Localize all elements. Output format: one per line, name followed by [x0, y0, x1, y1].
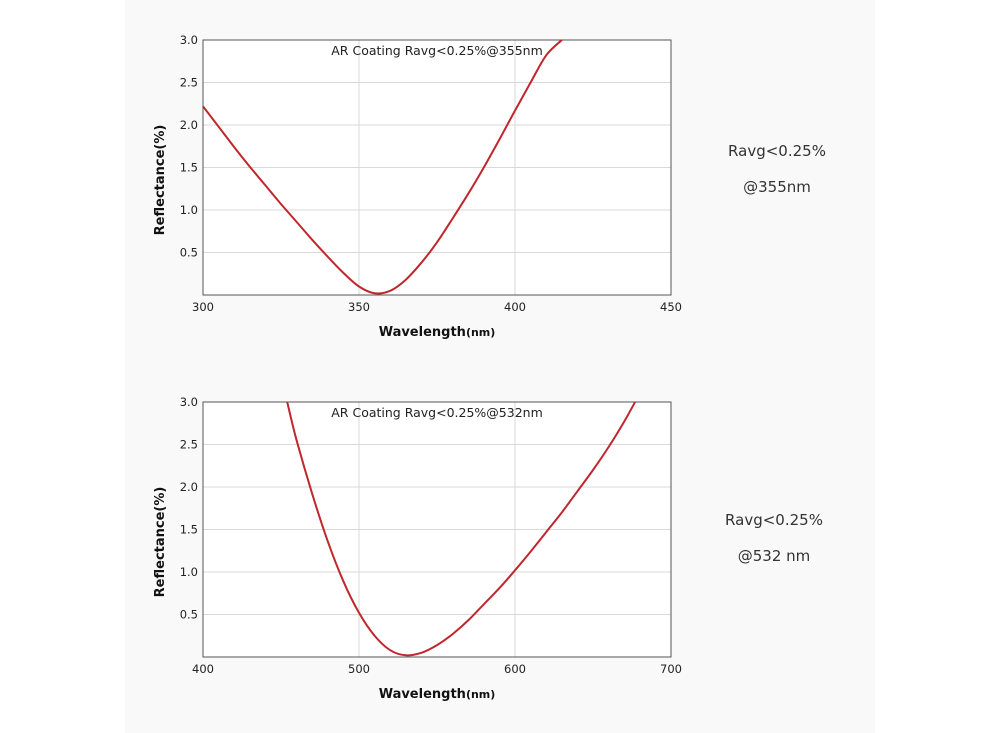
- x-tick-labels: 400 500 600 700: [192, 662, 682, 676]
- reflectance-chart-355nm: 0.5 1.0 1.5 2.0 2.5 3.0 300 350 400 450 AR Coati…: [153, 33, 682, 340]
- chart-annotation: AR Coating Ravg<0.25%@532nm: [331, 405, 543, 420]
- y-tick-label: 0.5: [180, 608, 198, 622]
- plot-frame: [202, 39, 672, 296]
- y-tick-label: 3.0: [180, 33, 198, 47]
- y-tick-label: 1.5: [180, 161, 198, 175]
- reflectance-chart-532nm: 0.5 1.0 1.5 2.0 2.5 3.0 400 500 600 700 AR Coati…: [153, 395, 682, 702]
- x-tick-label: 600: [504, 662, 526, 676]
- side-note-355nm: Ravg<0.25% @355nm: [697, 142, 857, 196]
- side-note-line-1: Ravg<0.25%: [728, 142, 826, 160]
- x-axis-title: Wavelength(nm): [379, 687, 496, 702]
- x-tick-label: 400: [192, 662, 214, 676]
- x-tick-label: 300: [192, 300, 214, 314]
- y-tick-label: 1.5: [180, 523, 198, 537]
- y-tick-labels: 0.5 1.0 1.5 2.0 2.5 3.0: [180, 33, 198, 260]
- y-tick-label: 2.0: [180, 118, 198, 132]
- y-tick-label: 2.0: [180, 480, 198, 494]
- x-tick-labels: 300 350 400 450: [192, 300, 682, 314]
- x-tick-label: 500: [348, 662, 370, 676]
- reflectance-curve: [202, 39, 563, 295]
- x-tick-label: 400: [504, 300, 526, 314]
- y-tick-label: 0.5: [180, 246, 198, 260]
- x-axis-title: Wavelength(nm): [379, 325, 496, 340]
- x-tick-label: 450: [660, 300, 682, 314]
- y-axis-title: Reflectance(%): [153, 125, 168, 236]
- y-tick-label: 2.5: [180, 438, 198, 452]
- plot-frame: [202, 401, 672, 658]
- y-tick-label: 3.0: [180, 395, 198, 409]
- side-note-line-1: Ravg<0.25%: [725, 511, 823, 529]
- x-tick-label: 700: [660, 662, 682, 676]
- y-tick-label: 1.0: [180, 203, 198, 217]
- chart-annotation: AR Coating Ravg<0.25%@355nm: [331, 43, 543, 58]
- y-tick-labels: 0.5 1.0 1.5 2.0 2.5 3.0: [180, 395, 198, 622]
- side-note-line-2: @355nm: [743, 178, 811, 196]
- side-note-line-2: @532 nm: [737, 547, 811, 565]
- reflectance-curve: [286, 401, 636, 657]
- x-tick-label: 350: [348, 300, 370, 314]
- y-axis-title: Reflectance(%): [153, 487, 168, 598]
- side-note-532nm: Ravg<0.25% @532 nm: [694, 511, 854, 565]
- y-tick-label: 2.5: [180, 76, 198, 90]
- y-tick-label: 1.0: [180, 565, 198, 579]
